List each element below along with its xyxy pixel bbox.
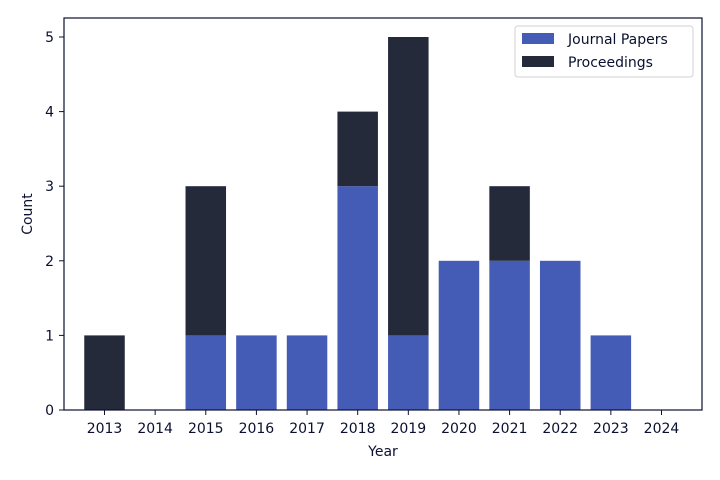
bar-journal-papers-2019 xyxy=(388,335,429,410)
x-tick-label-2020: 2020 xyxy=(441,421,477,437)
x-tick-label-2018: 2018 xyxy=(340,421,376,437)
legend-box xyxy=(514,25,694,78)
plot-area-frame xyxy=(63,17,703,411)
y-tick-label-0: 0 xyxy=(45,403,54,419)
x-tick-label-2013: 2013 xyxy=(87,421,123,437)
bar-journal-papers-2023 xyxy=(590,335,632,410)
bar-journal-papers-2020 xyxy=(438,260,480,410)
y-axis-ticks: 0 1 2 3 4 5 xyxy=(45,30,64,419)
legend: Journal Papers Proceedings xyxy=(514,25,694,78)
bar-journal-papers-2018 xyxy=(337,186,378,410)
x-axis-ticks: 2013 2014 2015 2016 2017 2018 2019 2020 2021 2022… xyxy=(87,410,680,437)
legend-swatch-proceedings xyxy=(522,56,554,67)
bar-proceedings-2019 xyxy=(388,37,429,336)
bar-proceedings-2013 xyxy=(84,335,125,410)
x-tick-label-2014: 2014 xyxy=(137,421,173,437)
y-tick-label-1: 1 xyxy=(45,328,54,344)
y-tick-label-3: 3 xyxy=(45,179,54,195)
x-tick-label-2015: 2015 xyxy=(188,421,224,437)
x-axis-title: Year xyxy=(367,444,398,460)
x-tick-label-2024: 2024 xyxy=(644,421,680,437)
y-tick-label-4: 4 xyxy=(45,105,54,121)
x-tick-label-2016: 2016 xyxy=(239,421,275,437)
y-axis-title: Count xyxy=(20,193,36,235)
bar-journal-papers-2022 xyxy=(539,260,581,410)
bar-proceedings-2018 xyxy=(337,111,378,187)
bar-proceedings-2021 xyxy=(489,186,530,261)
x-tick-label-2023: 2023 xyxy=(593,421,629,437)
bar-journal-papers-2021 xyxy=(489,260,530,410)
x-tick-label-2017: 2017 xyxy=(289,421,325,437)
bar-journal-papers-2016 xyxy=(236,335,277,410)
y-tick-label-5: 5 xyxy=(45,30,54,46)
bar-journal-papers-2015 xyxy=(185,335,227,410)
bars-group xyxy=(84,37,632,410)
y-tick-label-2: 2 xyxy=(45,254,54,270)
x-tick-label-2022: 2022 xyxy=(542,421,578,437)
legend-swatch-journal-papers xyxy=(522,33,554,44)
bar-proceedings-2015 xyxy=(185,186,227,336)
legend-label-journal-papers: Journal Papers xyxy=(567,32,668,48)
bar-journal-papers-2017 xyxy=(286,335,328,410)
x-tick-label-2019: 2019 xyxy=(390,421,426,437)
x-tick-label-2021: 2021 xyxy=(492,421,528,437)
legend-label-proceedings: Proceedings xyxy=(568,55,653,71)
